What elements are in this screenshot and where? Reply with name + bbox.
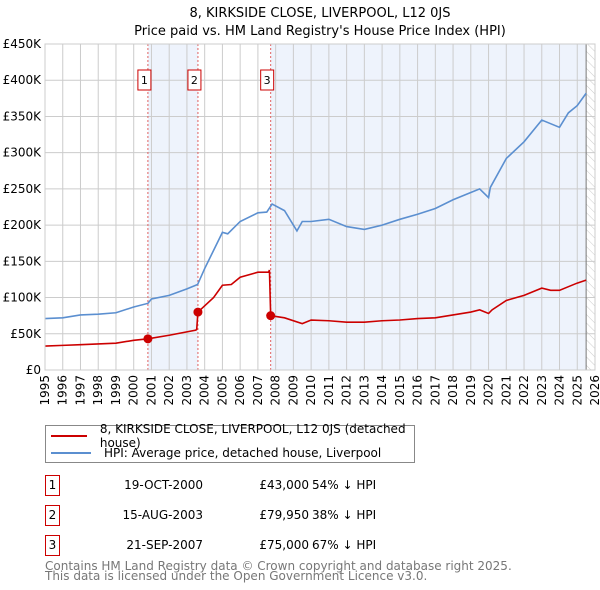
x-tick-label: 2000 — [127, 375, 141, 406]
price-chart: 8, KIRKSIDE CLOSE, LIVERPOOL, L12 0JS Pr… — [3, 6, 600, 406]
sale-date: 15-AUG-2003 — [122, 508, 204, 522]
sale-point — [143, 334, 153, 344]
x-tick-label: 2023 — [535, 375, 549, 406]
x-tick-label: 1996 — [56, 375, 70, 406]
x-tick-label: 2014 — [375, 375, 389, 406]
sale-marker-badge: 1 — [45, 475, 60, 496]
x-tick-label: 2024 — [553, 375, 567, 406]
x-tick-label: 2003 — [180, 375, 194, 406]
hpi-diff: 54% ↓ HPI — [312, 478, 377, 492]
chart-subtitle: Price paid vs. HM Land Registry's House … — [134, 24, 506, 39]
x-tick-label: 2017 — [428, 375, 442, 406]
x-tick-label: 2004 — [198, 375, 212, 406]
x-tick-label: 2001 — [144, 375, 158, 406]
x-tick-label: 2018 — [446, 375, 460, 406]
sale-date: 19-OCT-2000 — [124, 478, 203, 492]
shaded-period — [270, 44, 587, 370]
legend-label-hpi: HPI: Average price, detached house, Live… — [104, 446, 382, 460]
y-tick-label: £450K — [3, 37, 43, 51]
x-tick-label: 2015 — [393, 375, 407, 406]
x-tick-label: 2008 — [269, 375, 283, 406]
x-tick-label: 2016 — [411, 375, 425, 406]
sale-marker-box — [260, 69, 275, 91]
sale-marker-box — [137, 69, 152, 91]
y-tick-label: £100K — [3, 291, 43, 305]
x-tick-label: 1998 — [91, 375, 105, 406]
sale-marker-label: 2 — [191, 74, 198, 87]
sale-price: £79,950 — [259, 508, 309, 522]
sale-marker-badge: 2 — [45, 505, 60, 526]
x-tick-label: 1995 — [38, 375, 52, 406]
sale-marker-badge: 3 — [45, 535, 60, 556]
shaded-period — [147, 44, 198, 370]
footer-license: This data is licensed under the Open Gov… — [45, 569, 428, 583]
sale-marker-label: 1 — [141, 74, 148, 87]
x-tick-label: 1997 — [73, 375, 87, 406]
legend: 8, KIRKSIDE CLOSE, LIVERPOOL, L12 0JS (d… — [45, 422, 415, 463]
legend-label-property: 8, KIRKSIDE CLOSE, LIVERPOOL, L12 0JS (d… — [99, 422, 406, 450]
y-tick-label: £400K — [3, 73, 43, 87]
property-price-line — [44, 269, 587, 347]
y-tick-label: £50K — [10, 327, 42, 341]
sale-point — [193, 307, 203, 317]
table-row: 2 15-AUG-2003 £79,950 38% ↓ HPI — [45, 505, 445, 526]
plot-border — [44, 43, 596, 371]
hpi-diff: 67% ↓ HPI — [312, 538, 377, 552]
y-tick-label: £350K — [3, 109, 43, 123]
x-tick-label: 2012 — [340, 375, 354, 406]
table-row: 3 21-SEP-2007 £75,000 67% ↓ HPI — [45, 535, 445, 556]
legend-swatch-property — [51, 435, 87, 437]
y-tick-label: £250K — [3, 182, 43, 196]
x-tick-label: 2013 — [357, 375, 371, 406]
y-tick-label: £0 — [26, 363, 41, 377]
x-tick-label: 2002 — [162, 375, 176, 406]
x-tick-label: 2006 — [233, 375, 247, 406]
y-tick-label: £150K — [3, 254, 43, 268]
x-tick-label: 2010 — [304, 375, 318, 406]
sale-point — [266, 311, 276, 321]
hpi-line — [44, 92, 587, 320]
x-tick-label: 2026 — [588, 375, 600, 406]
chart-title: 8, KIRKSIDE CLOSE, LIVERPOOL, L12 0JS — [189, 6, 450, 21]
sale-date: 21-SEP-2007 — [126, 538, 203, 552]
x-tick-label: 2007 — [251, 375, 265, 406]
y-tick-label: £200K — [3, 218, 43, 232]
x-tick-label: 2020 — [482, 375, 496, 406]
x-tick-label: 2005 — [215, 375, 229, 406]
sale-price: £43,000 — [259, 478, 309, 492]
hpi-diff: 38% ↓ HPI — [312, 508, 377, 522]
x-tick-label: 1999 — [109, 375, 123, 406]
sale-marker-box — [187, 69, 202, 91]
x-tick-label: 2011 — [322, 375, 336, 406]
forecast-hatch — [586, 44, 595, 370]
x-tick-label: 2019 — [464, 375, 478, 406]
x-tick-label: 2025 — [570, 375, 584, 406]
legend-swatch-hpi — [51, 452, 91, 454]
sale-marker-label: 3 — [264, 74, 271, 87]
y-tick-label: £300K — [3, 146, 43, 160]
sale-price: £75,000 — [259, 538, 309, 552]
x-tick-label: 2022 — [517, 375, 531, 406]
x-tick-label: 2021 — [499, 375, 513, 406]
x-tick-label: 2009 — [286, 375, 300, 406]
table-row: 1 19-OCT-2000 £43,000 54% ↓ HPI — [45, 475, 445, 496]
footer-copyright: Contains HM Land Registry data © Crown c… — [45, 559, 512, 573]
